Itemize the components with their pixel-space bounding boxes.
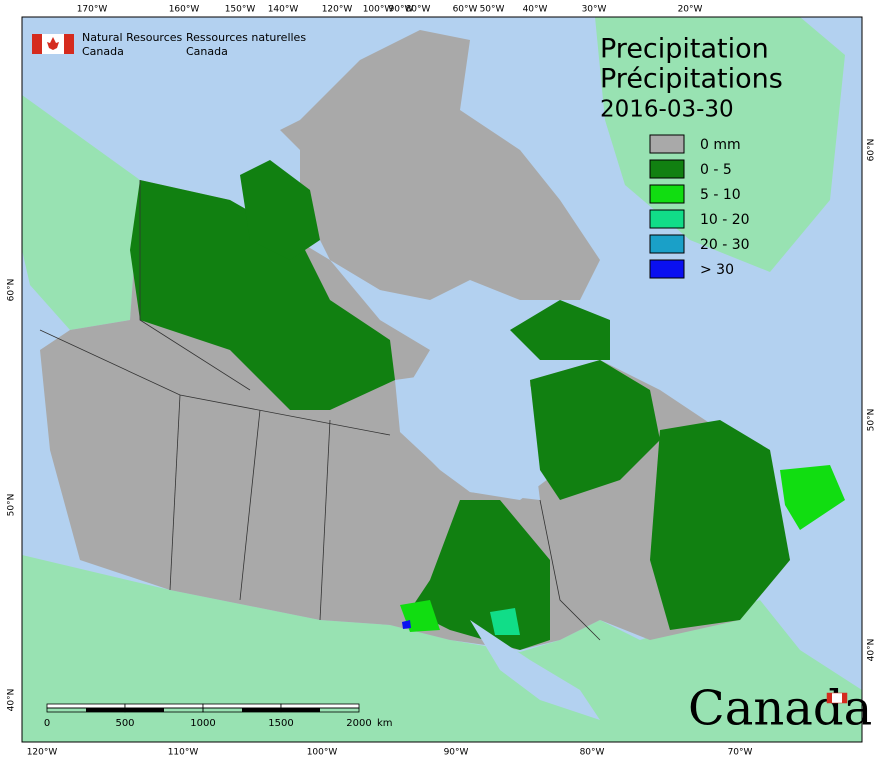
- longitude-label: 100°W: [363, 5, 394, 15]
- legend-label: 0 mm: [700, 137, 741, 153]
- legend-swatch: [649, 184, 685, 204]
- longitude-label: 120°W: [322, 5, 353, 15]
- scale-label: 1500: [268, 718, 293, 729]
- date: 2016-03-30: [600, 97, 734, 123]
- longitude-label: 90°W: [389, 5, 414, 15]
- legend-label: 5 - 10: [700, 187, 741, 203]
- province-borders: [139, 180, 251, 391]
- graticule-labels: 170°W 160°W 150°W 140°W 120°W 100°W90°W80°W 60…: [7, 5, 877, 758]
- precip-superior: [490, 608, 520, 635]
- scale-label: 1000: [190, 718, 215, 729]
- longitude-label: 150°W: [225, 5, 256, 15]
- legend-swatch: [649, 259, 685, 279]
- latitude-label: 50°N: [7, 494, 17, 517]
- longitude-label: 30°W: [582, 5, 607, 15]
- precip-labrador: [510, 300, 610, 360]
- legend: 0 mm 0 - 5 5 - 10 10 - 20 20 - 30 > 30: [649, 134, 750, 279]
- scale-bar: 0 500 1000 1500 2000 km: [44, 703, 393, 729]
- scale-segment: [281, 708, 320, 712]
- longitude-label: 60°W: [453, 5, 478, 15]
- precip-baffin: [240, 160, 320, 260]
- scale-segment: [125, 708, 164, 712]
- latitude-label: 60°N: [867, 139, 877, 162]
- great-lakes: [470, 620, 600, 720]
- longitude-label: 80°W: [406, 5, 431, 15]
- greenland: [595, 17, 845, 272]
- longitude-label: 100°W: [307, 748, 338, 758]
- longitude-label: 110°W: [168, 748, 199, 758]
- hudson-bay: [395, 368, 560, 500]
- longitude-label: 170°W: [77, 5, 108, 15]
- scale-unit: km: [377, 718, 393, 729]
- longitude-label: 160°W: [169, 5, 200, 15]
- scale-label: 2000: [346, 718, 371, 729]
- scale-segment: [86, 708, 125, 712]
- alaska: [22, 95, 140, 330]
- arctic-island: [280, 110, 340, 150]
- latitude-label: 60°N: [7, 279, 17, 302]
- legend-label: 20 - 30: [700, 237, 750, 253]
- province-borders: [319, 419, 331, 621]
- longitude-label: 80°W: [580, 748, 605, 758]
- province-borders: [239, 409, 261, 601]
- flag-band: [842, 693, 847, 703]
- wordmark: Canada: [688, 681, 872, 737]
- title: Precipitation: [600, 34, 769, 65]
- scale-segment: [202, 703, 282, 709]
- longitude-label: 140°W: [268, 5, 299, 15]
- province-borders: [539, 499, 601, 641]
- province-borders: [169, 394, 181, 591]
- precip-quebec: [530, 360, 660, 500]
- header-text: Canada: [82, 45, 124, 58]
- arctic-islands: [300, 30, 600, 300]
- longitude-label: 40°W: [523, 5, 548, 15]
- scale-label: 500: [115, 718, 134, 729]
- flag-band: [32, 34, 42, 54]
- latitude-label: 40°N: [7, 689, 17, 712]
- latitude-label: 50°N: [867, 409, 877, 432]
- legend-swatch: [649, 134, 685, 154]
- legend-swatch: [649, 209, 685, 229]
- precip-newfoundland: [780, 465, 845, 530]
- precip-east: [650, 420, 790, 630]
- flag-band: [827, 693, 832, 703]
- longitude-label: 20°W: [678, 5, 703, 15]
- united-states: [22, 555, 862, 742]
- scale-segment: [280, 707, 360, 713]
- legend-swatch: [649, 159, 685, 179]
- flag-band: [64, 34, 74, 54]
- longitude-label: 50°W: [480, 5, 505, 15]
- scale-segment: [124, 703, 204, 709]
- legend-label: 10 - 20: [700, 212, 750, 228]
- latitude-label: 40°N: [867, 639, 877, 662]
- scale-segment: [242, 708, 281, 712]
- map-frame: [21, 16, 863, 743]
- legend-label: 0 - 5: [700, 162, 732, 178]
- longitude-label: 90°W: [444, 748, 469, 758]
- legend-swatch: [649, 234, 685, 254]
- header-text: Ressources naturelles: [186, 31, 306, 44]
- precip-max: [402, 620, 411, 629]
- longitude-label: 70°W: [728, 748, 753, 758]
- longitude-label: 120°W: [27, 748, 58, 758]
- header-text: Natural Resources: [82, 31, 183, 44]
- scale-segment: [280, 703, 360, 709]
- map-body: [21, 16, 863, 743]
- scale-segment: [46, 703, 126, 709]
- scale-label: 0: [44, 718, 50, 729]
- header-text: Canada: [186, 45, 228, 58]
- agency-header: Natural Resources Canada Ressources natu…: [32, 31, 306, 58]
- title: Précipitations: [600, 64, 783, 95]
- flag-leaf: [47, 37, 59, 50]
- legend-label: > 30: [700, 262, 734, 278]
- precip-north: [130, 180, 395, 410]
